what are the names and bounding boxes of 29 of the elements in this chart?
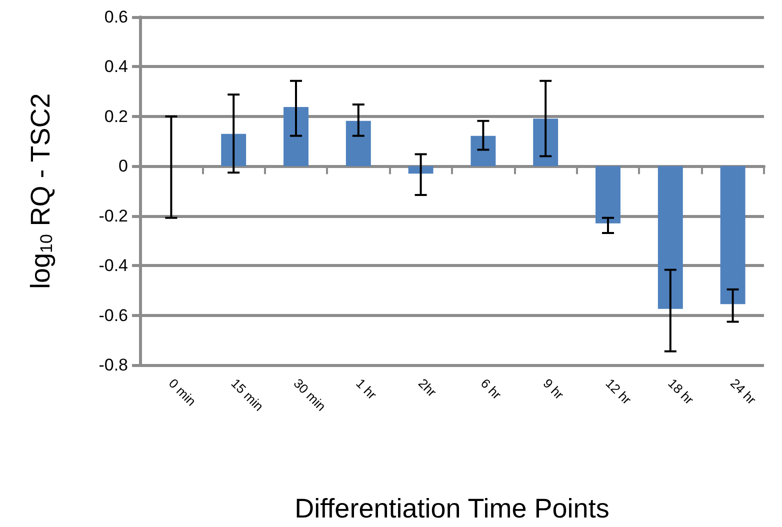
x-tick-label: 6 hr xyxy=(478,376,505,403)
y-axis-title: log10 RQ - TSC2 xyxy=(26,93,56,289)
x-tick-label: 0 min xyxy=(166,376,199,409)
y-tick-label: -0.8 xyxy=(98,356,128,374)
x-tick-label: 9 hr xyxy=(540,376,568,403)
bar xyxy=(408,166,434,174)
y-tick-label: 0.6 xyxy=(104,8,128,26)
y-tick-label: -0.2 xyxy=(98,206,128,226)
y-tick-label: -0.6 xyxy=(98,306,128,325)
y-tick-label: -0.4 xyxy=(98,256,128,276)
x-axis-title: Differentiation Time Points xyxy=(294,494,610,524)
bar xyxy=(658,166,683,309)
bar xyxy=(221,134,246,166)
bar xyxy=(596,166,620,224)
x-tick-label: 30 min xyxy=(290,376,329,414)
bar xyxy=(470,136,496,166)
bar xyxy=(346,120,371,166)
y-tick-label: 0.2 xyxy=(104,106,128,126)
x-tick-label: 12 hr xyxy=(602,376,635,408)
bar xyxy=(533,118,558,166)
x-tick-label: 24 hr xyxy=(727,376,760,408)
y-tick-label: 0 xyxy=(118,156,128,176)
x-tick-label: 18 hr xyxy=(665,376,698,408)
x-tick-label: 2hr xyxy=(415,376,440,400)
x-tick-label: 1 hr xyxy=(353,376,380,403)
x-tick-label: 15 min xyxy=(228,376,266,414)
bar xyxy=(720,166,746,304)
y-tick-label: 0.4 xyxy=(104,57,128,76)
bar xyxy=(284,106,308,166)
